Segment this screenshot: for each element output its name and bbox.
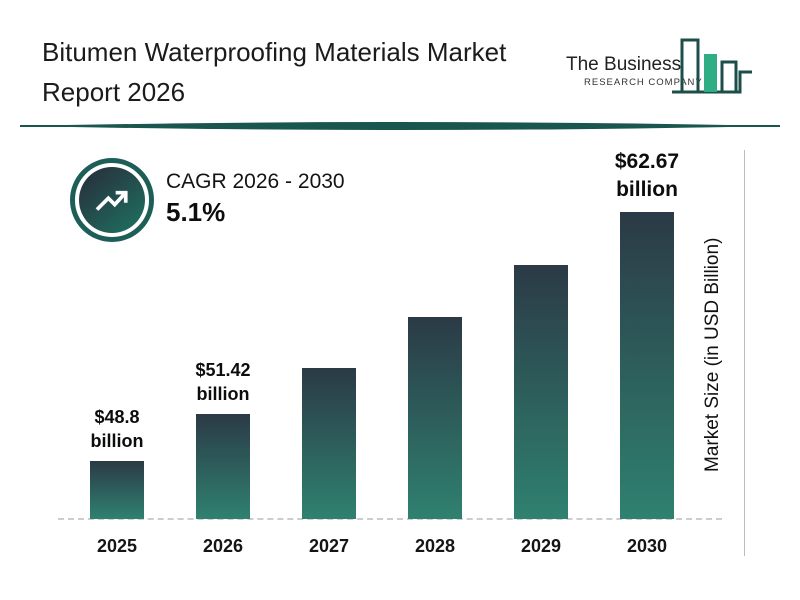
- company-logo: The Business RESEARCH COMPANY: [558, 30, 758, 114]
- chart-column-2026: 2026 $51.42 billion: [170, 151, 276, 563]
- chart-area: 2025 $48.8 billion 2026 $51.42 billion 2027 202…: [58, 150, 722, 563]
- bar-2030: [620, 212, 674, 519]
- cagr-growth-icon: [70, 158, 154, 242]
- bar-2027: [302, 368, 356, 519]
- x-axis-label-2029: 2029: [520, 536, 562, 556]
- x-axis-label-2026: 2026: [202, 536, 244, 556]
- chart-column-2027: 2027: [276, 151, 382, 563]
- page-title: Bitumen Waterproofing Materials Market R…: [42, 32, 506, 112]
- bar-2025: [90, 461, 144, 519]
- cagr-icon-circle: [79, 167, 145, 233]
- divider-line: [20, 122, 780, 130]
- x-axis-label-2027: 2027: [308, 536, 350, 556]
- chart-column-2029: 2029: [488, 151, 594, 563]
- title-line-1: Bitumen Waterproofing Materials Market: [42, 37, 507, 67]
- chart-column-2030: 2030 $62.67 billion: [594, 150, 700, 563]
- x-axis-label-2030: 2030: [626, 536, 668, 556]
- value-label-2030: $62.67 billion: [614, 150, 680, 201]
- logo-subname: RESEARCH COMPANY: [584, 77, 703, 88]
- value-label-2025: $48.8 billion: [90, 407, 144, 451]
- bar-2029: [514, 265, 568, 519]
- trending-up-icon: [95, 190, 128, 211]
- chart-column-2028: 2028: [382, 151, 488, 563]
- title-line-2: Report 2026: [42, 77, 186, 107]
- bar-2026: [196, 414, 250, 519]
- x-axis-baseline: [58, 518, 722, 520]
- bar-2028: [408, 317, 462, 519]
- value-label-2026: $51.42 billion: [195, 360, 251, 404]
- chart-column-2025: 2025 $48.8 billion: [64, 151, 170, 563]
- logo-name: The Business: [566, 54, 682, 75]
- x-axis-label-2025: 2025: [96, 536, 138, 556]
- bar-chart-logo-icon: [672, 38, 752, 94]
- y-axis-label: Market Size (in USD Billion): [702, 237, 723, 473]
- y-axis-line: [744, 150, 745, 556]
- cagr-label: CAGR 2026 - 2030: [166, 170, 345, 193]
- x-axis-label-2028: 2028: [414, 536, 456, 556]
- cagr-value: 5.1%: [166, 197, 226, 227]
